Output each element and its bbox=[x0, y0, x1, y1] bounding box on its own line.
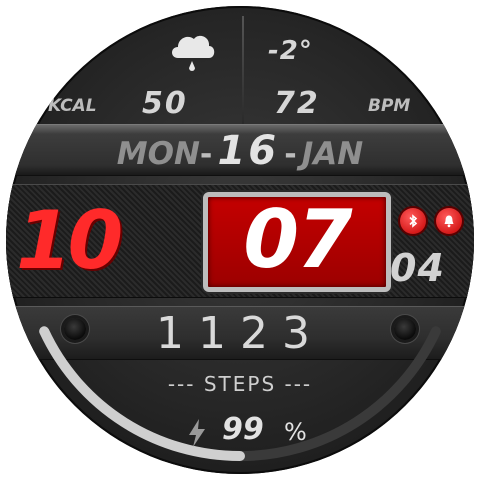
watch-face: -2° KCAL 50 72 BPM MON- 16 - JAN 10 07 0… bbox=[6, 6, 474, 474]
bpm-label: BPM bbox=[368, 96, 411, 116]
steps-value: 1123 bbox=[156, 308, 324, 359]
hour: 10 bbox=[16, 194, 123, 287]
steps-progress-arc bbox=[39, 326, 441, 462]
seconds: 04 bbox=[390, 246, 445, 290]
date-separator-1: - bbox=[199, 137, 213, 172]
kcal-label: KCAL bbox=[48, 96, 97, 116]
steps-label: --- STEPS --- bbox=[167, 372, 313, 396]
minute: 07 bbox=[243, 193, 352, 286]
bluetooth-icon bbox=[400, 208, 426, 234]
date-band bbox=[6, 124, 474, 176]
battery-value: 99 bbox=[222, 412, 264, 447]
day-of-month: 16 bbox=[217, 128, 280, 174]
weekday: MON bbox=[116, 136, 200, 172]
kcal-value: 50 bbox=[142, 86, 188, 121]
top-divider bbox=[242, 16, 244, 124]
date-separator-2: - bbox=[284, 137, 297, 172]
temperature: -2° bbox=[268, 36, 313, 66]
cloud-rain-icon bbox=[172, 35, 215, 71]
month: JAN bbox=[301, 136, 364, 172]
rivet-left bbox=[64, 318, 86, 340]
rivet-right bbox=[394, 318, 416, 340]
minute-box: 07 bbox=[203, 192, 391, 292]
lightning-bolt-icon bbox=[189, 419, 205, 447]
date-row: MON- 16 - JAN bbox=[6, 128, 474, 174]
progress-arc-fill bbox=[39, 326, 245, 461]
battery-unit: % bbox=[284, 418, 307, 446]
alarm-icon bbox=[436, 208, 462, 234]
heart-rate-value: 72 bbox=[274, 86, 320, 121]
